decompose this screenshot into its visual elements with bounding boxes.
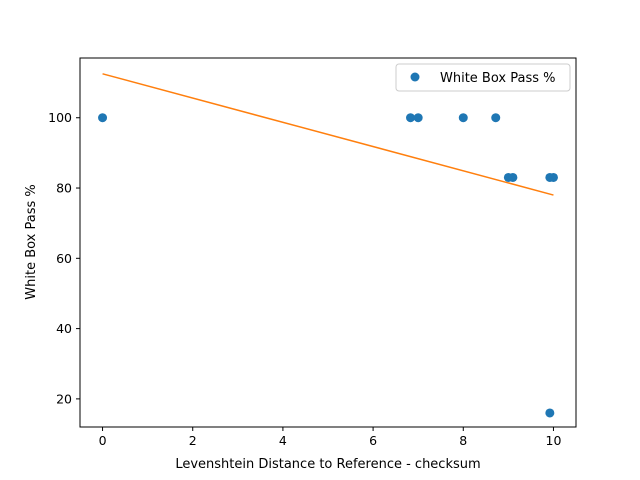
trend-line-layer <box>102 73 554 196</box>
legend-marker <box>410 72 420 82</box>
y-tick-label: 40 <box>56 321 72 336</box>
trend-line <box>102 73 554 196</box>
legend-box <box>395 63 571 92</box>
x-axis-label: Levenshtein Distance to Reference - chec… <box>175 457 480 472</box>
y-axis-ticks: 20 40 60 80 100 <box>48 110 80 406</box>
data-point <box>98 113 108 123</box>
points-layer <box>98 113 558 418</box>
x-tick-label: 8 <box>459 433 467 448</box>
y-tick-label: 100 <box>48 110 72 125</box>
legend: White Box Pass % <box>395 63 571 92</box>
x-tick-label: 6 <box>369 433 377 448</box>
x-axis-ticks: 0 2 4 6 8 10 <box>99 427 562 448</box>
x-tick-label: 0 <box>99 433 107 448</box>
data-point <box>406 113 416 123</box>
x-tick-label: 10 <box>546 433 562 448</box>
plot-area <box>80 58 576 427</box>
data-point <box>545 408 555 418</box>
x-tick-label: 4 <box>279 433 287 448</box>
data-point <box>458 113 468 123</box>
y-tick-label: 20 <box>56 391 72 406</box>
plot-frame <box>79 57 577 428</box>
data-point <box>508 172 518 182</box>
legend-label: White Box Pass % <box>440 71 555 86</box>
y-axis-label: White Box Pass % <box>24 184 39 299</box>
data-point <box>491 113 501 123</box>
x-tick-label: 2 <box>189 433 197 448</box>
data-point <box>548 172 558 182</box>
y-tick-label: 80 <box>56 181 72 196</box>
data-point <box>413 113 423 123</box>
y-tick-label: 60 <box>56 251 72 266</box>
